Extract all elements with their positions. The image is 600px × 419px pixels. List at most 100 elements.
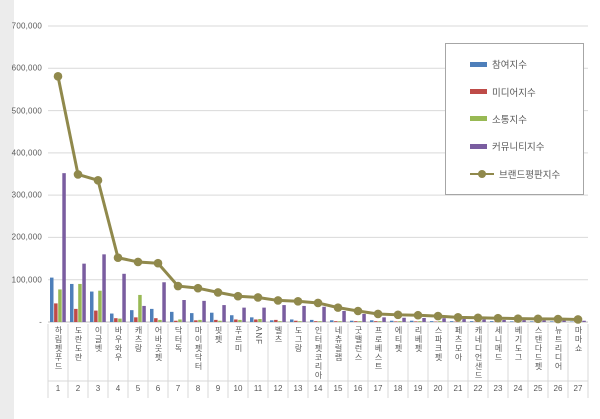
x-axis-category-label: 푸르미	[228, 326, 248, 380]
participation-index-bar	[190, 313, 194, 322]
category-name-text: 어바웃펫	[154, 326, 163, 362]
brand-reputation-point	[433, 311, 443, 321]
brand-reputation-point	[413, 310, 423, 320]
y-axis-tick-label: -	[39, 317, 42, 327]
x-axis-category-label: ANF	[248, 326, 268, 380]
community-index-bar	[242, 307, 246, 322]
community-index-bar	[182, 300, 186, 322]
x-axis-category-label: 어바웃펫	[148, 326, 168, 380]
participation-index-bar	[490, 321, 494, 322]
media-index-bar	[54, 303, 58, 322]
x-axis-rank-label: 5	[135, 384, 141, 393]
media-index-bar	[294, 320, 298, 322]
communication-index-bar	[158, 319, 162, 322]
participation-index-bar	[150, 308, 154, 322]
y-axis-tick-label: 200,000	[11, 232, 42, 242]
brand-reputation-point	[153, 258, 163, 268]
category-name-text: 마이펫닥터	[194, 326, 203, 371]
x-axis-category-label: 뉴트리디어	[548, 326, 568, 380]
communication-index-bar	[238, 319, 242, 322]
community-index-bar	[582, 320, 586, 322]
x-axis-category-label: 도그랑	[288, 326, 308, 380]
community-index-bar	[362, 313, 366, 322]
category-name-text: 닥터독	[174, 326, 183, 353]
brand-reputation-point	[233, 291, 243, 301]
participation-index-bar	[410, 320, 414, 322]
participation-index-bar	[450, 321, 454, 322]
x-axis-category-label: 마마쇼	[568, 326, 588, 380]
category-name-text: 인터펫코리아	[314, 326, 323, 380]
participation-index-bar	[510, 321, 514, 322]
x-axis-rank-label: 22	[473, 384, 483, 393]
participation-index-bar	[430, 321, 434, 322]
legend-label: 커뮤니티지수	[492, 142, 545, 154]
communication-index-bar	[198, 319, 202, 322]
x-axis-category-label: 프로베스트	[368, 326, 388, 380]
x-axis-rank-label: 12	[273, 384, 283, 393]
x-axis-category-label: 굿밸런스	[348, 326, 368, 380]
x-axis-rank-label: 2	[75, 384, 81, 393]
x-axis-rank-label: 3	[95, 384, 101, 393]
legend-item: 소통지수	[470, 112, 583, 126]
participation-index-bar	[550, 321, 554, 322]
media-index-bar	[274, 319, 278, 322]
x-axis-rank-label: 8	[195, 384, 201, 393]
community-index-bar	[62, 173, 66, 322]
participation-index-bar	[230, 315, 234, 322]
x-axis-category-label: 벨츠	[268, 326, 288, 380]
community-index-bar	[202, 300, 206, 322]
chart-panel: - 100,000 200,000 300,000 400,000 500,000 600,…	[12, 0, 600, 419]
communication-index-bar	[338, 321, 342, 322]
community-index-bar	[442, 318, 446, 322]
x-axis-category-label: 리베펫	[408, 326, 428, 380]
communication-index-bar	[258, 319, 262, 322]
community-index-bar	[482, 319, 486, 322]
communication-index-bar	[138, 294, 142, 322]
legend-label: 참여지수	[492, 60, 527, 72]
x-axis-category-label: 세니메드	[488, 326, 508, 380]
category-name-text: 도란도란	[74, 326, 83, 362]
brand-reputation-point	[293, 296, 303, 306]
community-index-bar	[322, 306, 326, 322]
communication-index-bar	[178, 319, 182, 322]
brand-reputation-point	[253, 293, 263, 302]
category-name-text: ANF	[254, 326, 263, 345]
media-index-bar	[234, 319, 238, 322]
media-index-bar	[194, 320, 198, 322]
community-index-bar	[502, 319, 506, 322]
participation-index-bar	[70, 283, 74, 322]
x-axis-rank-label: 23	[493, 384, 503, 393]
participation-index-bar	[170, 311, 174, 322]
x-axis-rank-label: 7	[175, 384, 181, 393]
communication-index-bar	[398, 321, 402, 322]
category-name-text: 베기도그	[514, 326, 523, 362]
legend-item: 브랜드평판지수	[470, 167, 583, 181]
participation-index-bar	[90, 291, 94, 322]
brand-reputation-point	[393, 310, 403, 320]
community-index-bar	[462, 319, 466, 322]
x-axis-rank-label: 6	[155, 384, 161, 393]
brand-reputation-point	[173, 281, 183, 291]
x-axis-category-label: 닥터독	[168, 326, 188, 380]
brand-reputation-point	[313, 298, 323, 308]
category-name-text: 캐츠랑	[134, 326, 143, 353]
participation-index-bar	[530, 321, 534, 322]
community-index-bar	[122, 273, 126, 322]
legend-line-marker-icon	[470, 169, 494, 178]
community-index-bar	[522, 320, 526, 322]
legend-item: 참여지수	[470, 57, 583, 71]
media-index-bar	[154, 318, 158, 322]
communication-index-bar	[98, 290, 102, 322]
media-index-bar	[394, 321, 398, 322]
category-name-text: 바우와우	[114, 326, 123, 362]
media-index-bar	[334, 321, 338, 322]
media-index-bar	[174, 320, 178, 322]
brand-reputation-point	[573, 315, 583, 324]
participation-index-bar	[370, 320, 374, 322]
category-name-text: 이글벳	[94, 326, 103, 353]
communication-index-bar	[438, 321, 442, 322]
community-index-bar	[262, 307, 266, 322]
x-axis-category-label: 스파크펫	[428, 326, 448, 380]
y-axis-tick-label: 700,000	[11, 21, 42, 31]
communication-index-bar	[318, 321, 322, 322]
